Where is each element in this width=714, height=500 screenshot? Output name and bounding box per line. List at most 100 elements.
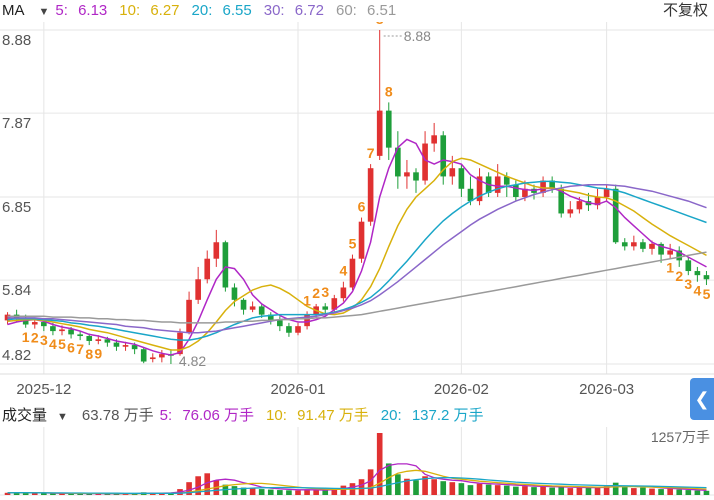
vol-ma5-value: 76.06 万手 xyxy=(182,407,255,424)
volume-bar xyxy=(240,487,247,495)
candle-body xyxy=(140,349,147,362)
ma30-legend: 30: 6.72 xyxy=(264,2,330,19)
candle-body xyxy=(68,329,74,335)
candle-body xyxy=(631,242,637,247)
candle-body xyxy=(513,184,519,197)
volume-bar xyxy=(558,487,565,495)
volume-bar xyxy=(649,488,655,495)
volume-bar xyxy=(667,488,673,495)
candle-body xyxy=(286,326,292,333)
candle xyxy=(358,217,365,263)
candle xyxy=(213,229,220,267)
ma5-value: 6.13 xyxy=(78,2,108,19)
candle-body xyxy=(95,339,102,341)
volume-chart[interactable]: 1257万手 xyxy=(0,427,714,500)
collapse-panel-button[interactable]: ❮ xyxy=(690,378,714,420)
td-mark: 7 xyxy=(367,145,375,161)
candle-body xyxy=(149,357,156,360)
volume-bar xyxy=(503,485,510,495)
volume-selector[interactable]: 成交量 ▼ xyxy=(2,407,76,424)
candle xyxy=(567,201,574,218)
candle-body xyxy=(295,326,301,333)
volume-bar xyxy=(31,493,38,495)
volume-bar xyxy=(313,489,319,495)
volume-bar xyxy=(467,485,474,495)
td-mark: 9 xyxy=(94,345,102,361)
candle xyxy=(322,303,329,315)
volume-bar xyxy=(367,469,374,495)
candle-body xyxy=(349,258,356,288)
candle-body xyxy=(249,306,256,310)
candle-body xyxy=(131,345,138,350)
td-mark: 3 xyxy=(684,276,692,292)
volume-bar xyxy=(13,492,20,495)
candle-body xyxy=(367,168,374,222)
candle-body xyxy=(703,275,710,280)
candle-body xyxy=(576,201,583,210)
ma10-label: 10: xyxy=(119,2,141,19)
candle xyxy=(476,168,483,206)
candle-body xyxy=(122,345,129,347)
candle-body xyxy=(31,322,38,325)
volume-selector-label: 成交量 xyxy=(2,407,48,424)
td-mark: 3 xyxy=(321,284,329,300)
candle xyxy=(267,312,274,325)
candle xyxy=(376,30,383,160)
candle-body xyxy=(558,188,565,214)
candle-body xyxy=(603,188,610,197)
volume-bar xyxy=(50,493,56,495)
volume-bar xyxy=(340,485,347,495)
ma-legend: MA ▼ 5: 6.13 10: 6.27 20: 6.55 30: 6.72 60: 6.… xyxy=(0,0,714,22)
candle-body xyxy=(685,260,692,272)
candle-body xyxy=(676,250,683,261)
volume-bar xyxy=(277,490,283,495)
candle-body xyxy=(59,329,65,332)
candle-body xyxy=(549,180,555,189)
volume-bar xyxy=(95,493,102,495)
volume-bar xyxy=(22,493,29,495)
ma20-line xyxy=(7,180,707,341)
candle-body xyxy=(640,242,646,249)
ma-selector[interactable]: MA xyxy=(2,2,25,19)
candle-body xyxy=(204,258,211,280)
ma10-value: 6.27 xyxy=(150,2,180,19)
candle xyxy=(685,257,692,276)
ma60-line xyxy=(7,251,707,324)
td-mark: 2 xyxy=(31,330,39,346)
candle-body xyxy=(322,306,329,310)
caret-down-icon[interactable]: ▼ xyxy=(38,6,50,18)
candle xyxy=(140,347,147,364)
volume-bar xyxy=(703,490,710,495)
candle xyxy=(77,331,83,341)
volume-bar xyxy=(204,473,211,495)
candle-body xyxy=(431,135,437,144)
ma5-line xyxy=(7,138,707,356)
candle-body xyxy=(413,172,419,181)
td-mark: 1 xyxy=(666,260,674,276)
candlestick-chart[interactable]: 8.88 7.87 6.85 5.84 4.82 2025-12 2026-01 2026-0… xyxy=(0,22,714,405)
volume-bar xyxy=(631,488,637,495)
volume-bar xyxy=(249,488,256,495)
volume-bar xyxy=(68,493,74,495)
candle xyxy=(385,102,392,160)
candle xyxy=(540,176,546,197)
candle-body xyxy=(340,287,347,299)
x-tick-label: 2026-03 xyxy=(579,381,634,398)
td-mark: 8 xyxy=(385,83,393,99)
candle-body xyxy=(422,143,428,181)
vol-ma5-label: 5: xyxy=(159,407,173,424)
adjust-mode-button[interactable]: 不复权 xyxy=(662,2,708,19)
caret-down-icon[interactable]: ▼ xyxy=(57,411,68,423)
low-label: 4.82 xyxy=(179,353,206,369)
candle-body xyxy=(458,168,465,189)
td-mark: 4 xyxy=(49,336,57,352)
candle xyxy=(431,122,437,152)
volume-current: 63.78 万手 xyxy=(81,407,154,424)
candle-body xyxy=(667,250,673,255)
candle-body xyxy=(567,209,574,214)
td-mark: 7 xyxy=(76,341,84,357)
vol-ma10-legend: 10: 91.47 万手 xyxy=(266,407,375,424)
candle xyxy=(594,188,601,210)
x-tick-label: 2026-02 xyxy=(434,381,489,398)
high-label: 8.88 xyxy=(404,28,431,44)
